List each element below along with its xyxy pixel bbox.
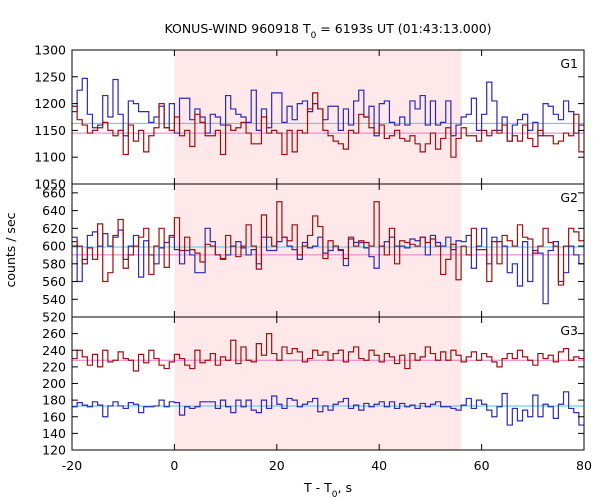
panel-g1-ytick-label: 1100 <box>34 150 66 165</box>
chart-title-rest: = 6193s UT (01:43:13.000) <box>316 21 491 36</box>
panel-g2-label: G2 <box>560 190 578 205</box>
xtick-label: 60 <box>474 458 490 473</box>
panel-g2-ytick-label: 560 <box>42 274 66 289</box>
chart-title: KONUS-WIND 960918 T0 = 6193s UT (01:43:1… <box>164 21 491 41</box>
xtick-label: -20 <box>62 458 82 473</box>
panel-g1-ytick-label: 1050 <box>34 177 66 192</box>
xtick-label: 20 <box>269 458 285 473</box>
chart-title-subscript: 0 <box>311 31 317 41</box>
panel-g3-label: G3 <box>560 323 578 338</box>
panel-g3-ytick-label: 220 <box>42 359 66 374</box>
x-axis-label-rest: , s <box>338 480 352 495</box>
panel-g2-ytick-label: 580 <box>42 256 66 271</box>
xtick-label: 0 <box>170 458 178 473</box>
panel-g3-ytick-label: 180 <box>42 393 66 408</box>
panel-g1-ytick-label: 1250 <box>34 69 66 84</box>
xtick-label: 80 <box>576 458 592 473</box>
panel-g1-ytick-label: 1300 <box>34 43 66 58</box>
panel-g2-ytick-label: 640 <box>42 203 66 218</box>
panel-g1-ytick-label: 1150 <box>34 123 66 138</box>
panel-labels-layer: G1 G2 G3 <box>560 56 578 338</box>
x-axis-label: T - T0, s <box>303 480 352 500</box>
panel-g2-red-series <box>72 201 584 286</box>
panel-g1-label: G1 <box>560 56 578 71</box>
panel-g3-blue-series <box>72 391 584 426</box>
y-axis-layer: 1050 1100 1150 1200 1250 1300 520 540 560 580 600 6… <box>34 43 584 458</box>
panel-g3-ytick-label: 160 <box>42 409 66 424</box>
x-axis-label-main: T - T <box>303 480 332 495</box>
panel-g2-ytick-label: 540 <box>42 292 66 307</box>
panel-g3-ytick-label: 200 <box>42 376 66 391</box>
shaded-interval-layer <box>174 50 462 450</box>
panel-g3-ytick-label: 120 <box>42 443 66 458</box>
xtick-label: 40 <box>371 458 387 473</box>
series-layer <box>72 77 584 426</box>
panel-g2-ytick-label: 620 <box>42 221 66 236</box>
panel-g2-ytick-label: 660 <box>42 185 66 200</box>
panel-g1-red-series <box>72 92 584 158</box>
panel-g3-ytick-label: 140 <box>42 426 66 441</box>
chart-title-main: KONUS-WIND 960918 T <box>164 21 310 36</box>
panel-g3-ytick-label: 260 <box>42 326 66 341</box>
x-axis-layer: -20 0 20 40 60 80 <box>62 50 592 473</box>
shaded-interval <box>174 50 462 450</box>
panel-g3-red-series <box>72 333 584 372</box>
y-axis-label: counts / sec <box>3 212 18 287</box>
panel-g1-ytick-label: 1200 <box>34 96 66 111</box>
panel-g2-ytick-label: 600 <box>42 239 66 254</box>
x-axis-label-subscript: 0 <box>332 490 338 500</box>
panel-g3-ytick-label: 240 <box>42 343 66 358</box>
panel-g2-ytick-label: 520 <box>42 310 66 325</box>
